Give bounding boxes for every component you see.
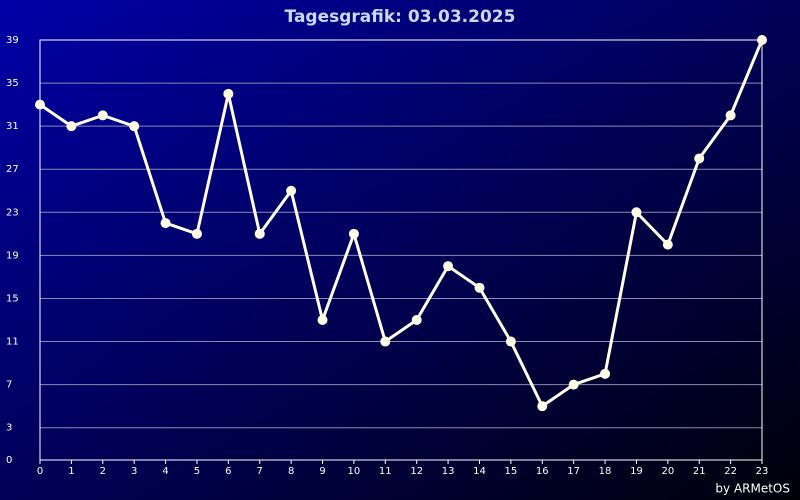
point — [129, 121, 140, 132]
y-tick-label: 15 — [6, 293, 19, 304]
x-tick-label: 11 — [379, 466, 392, 477]
point — [505, 336, 516, 347]
x-tick-label: 14 — [473, 466, 486, 477]
plot-frame — [39, 39, 763, 461]
x-tick-label: 1 — [68, 466, 74, 477]
point — [348, 228, 359, 239]
x-tick-label: 18 — [599, 466, 612, 477]
x-tick-label: 21 — [693, 466, 706, 477]
point — [380, 336, 391, 347]
x-tick-label: 6 — [225, 466, 231, 477]
x-tick-label: 22 — [724, 466, 737, 477]
point — [757, 35, 767, 45]
point — [662, 239, 673, 250]
point — [35, 99, 45, 110]
x-tick-label: 17 — [567, 466, 580, 477]
point — [66, 121, 77, 132]
point — [254, 228, 265, 239]
point — [97, 110, 108, 121]
x-tick-label: 9 — [319, 466, 325, 477]
chart-title: Tagesgrafik: 03.03.2025 — [285, 7, 516, 27]
point — [317, 315, 328, 325]
y-tick-label: 19 — [6, 250, 19, 261]
point — [160, 218, 171, 229]
y-tick-label: 23 — [6, 207, 19, 218]
credit: by ARMetOS — [715, 482, 790, 496]
point — [694, 153, 705, 164]
x-tick-label: 16 — [536, 466, 549, 477]
y-tick-label: 0 — [6, 455, 12, 466]
point — [725, 110, 736, 121]
y-tick-label: 35 — [6, 78, 19, 89]
x-tick-label: 19 — [630, 466, 643, 477]
x-tick-label: 12 — [410, 466, 423, 477]
x-tick-label: 10 — [348, 466, 361, 477]
point — [411, 315, 422, 325]
y-tick-label: 27 — [6, 164, 19, 175]
point — [443, 261, 454, 272]
point — [223, 88, 234, 99]
x-tick-label: 4 — [162, 466, 168, 477]
point — [537, 401, 548, 412]
x-tick-label: 5 — [194, 466, 200, 477]
point — [191, 228, 202, 239]
x-tick-label: 20 — [661, 466, 674, 477]
line — [39, 39, 764, 408]
point — [474, 282, 485, 293]
x-tick-label: 3 — [131, 466, 137, 477]
y-tick-label: 31 — [6, 121, 19, 132]
x-tick-label: 13 — [442, 466, 455, 477]
y-tick-label: 7 — [6, 380, 12, 391]
x-tick-label: 15 — [505, 466, 518, 477]
x-tick-label: 23 — [756, 466, 769, 477]
x-tick-label: 2 — [100, 466, 106, 477]
y-tick-label: 11 — [6, 337, 19, 348]
x-tick-label: 0 — [37, 466, 43, 477]
point — [286, 185, 297, 196]
y-tick-label: 39 — [6, 35, 19, 46]
x-tick-label: 8 — [288, 466, 294, 477]
x-tick-label: 7 — [257, 466, 263, 477]
point — [600, 368, 611, 379]
point — [568, 379, 579, 390]
y-tick-label: 3 — [6, 423, 12, 434]
point — [631, 207, 642, 218]
